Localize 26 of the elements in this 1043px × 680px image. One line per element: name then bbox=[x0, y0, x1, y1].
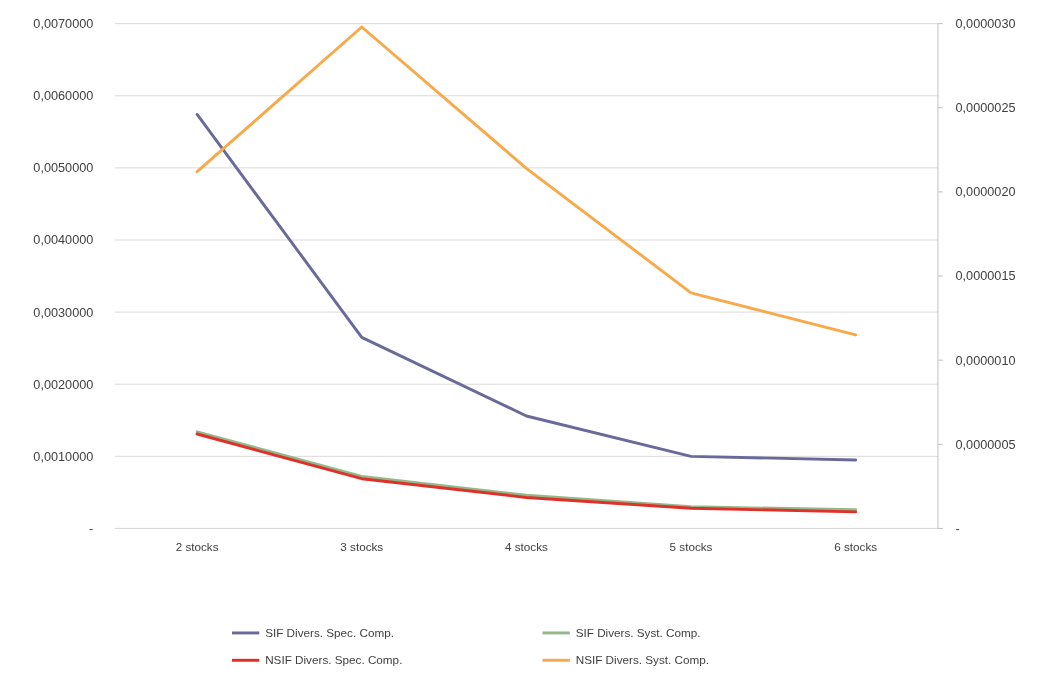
y2-tick-label: 0,0000010 bbox=[955, 353, 1016, 368]
x-tick-label: 6 stocks bbox=[834, 539, 878, 553]
legend-label: SIF Divers. Syst. Comp. bbox=[575, 626, 701, 640]
y-tick-label: 0,0010000 bbox=[33, 449, 94, 464]
line-series bbox=[195, 25, 858, 337]
x-tick-label: 3 stocks bbox=[340, 539, 384, 553]
x-tick-label: 2 stocks bbox=[175, 539, 219, 553]
y-tick-label: 0,0020000 bbox=[33, 377, 94, 392]
line-series bbox=[195, 113, 858, 462]
y2-tick-label: 0,0000030 bbox=[955, 17, 1016, 32]
legend-label: SIF Divers. Spec. Comp. bbox=[265, 626, 394, 640]
y-tick-label: 0,0050000 bbox=[33, 161, 94, 176]
y2-tick-label: 0,0000025 bbox=[955, 101, 1016, 116]
x-tick-label: 5 stocks bbox=[669, 539, 713, 553]
legend-label: NSIF Divers. Spec. Comp. bbox=[265, 653, 403, 667]
y2-tick-label: 0,0000005 bbox=[955, 437, 1016, 452]
y-tick-label: 0,0030000 bbox=[33, 305, 94, 320]
y2-tick-label: 0,0000020 bbox=[955, 185, 1016, 200]
y-tick-label: - bbox=[89, 521, 94, 536]
y-tick-label: 0,0070000 bbox=[33, 17, 94, 32]
y-tick-label: 0,0040000 bbox=[33, 233, 94, 248]
x-tick-label: 4 stocks bbox=[504, 539, 548, 553]
y2-tick-label: - bbox=[955, 521, 960, 536]
y2-tick-label: 0,0000015 bbox=[955, 269, 1016, 284]
y-tick-label: 0,0060000 bbox=[33, 89, 94, 104]
legend-label: NSIF Divers. Syst. Comp. bbox=[575, 653, 710, 667]
